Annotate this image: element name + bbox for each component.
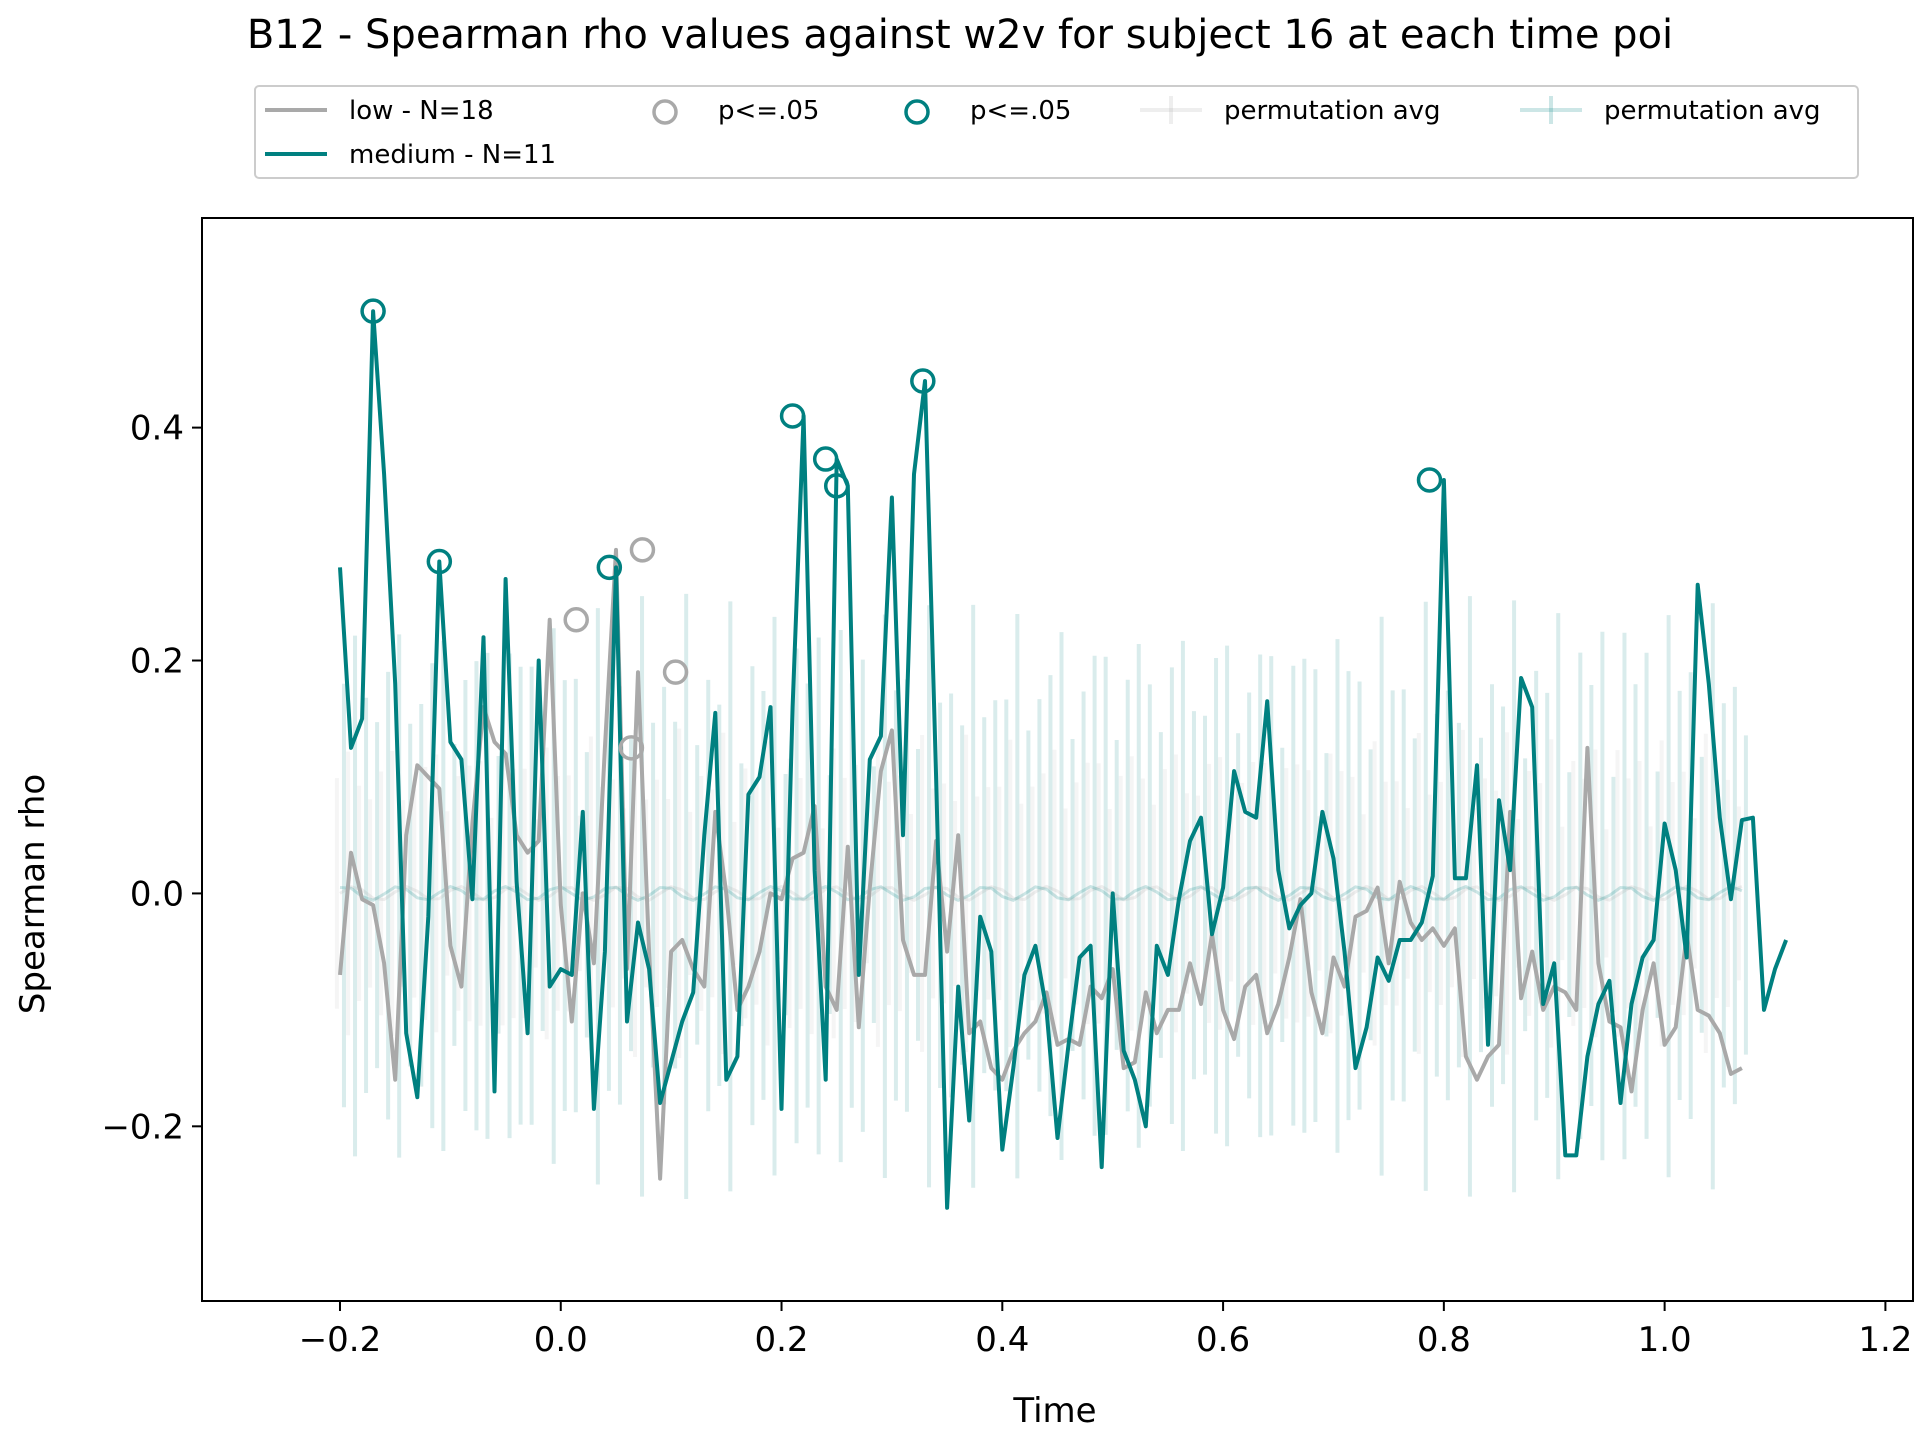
significance-markers [360,298,1443,761]
y-axis-ticks: −0.2 0.0 0.2 0.4 [101,409,202,1147]
legend: low - N=18 medium - N=11 p<=.05 p<=.05 permu… [254,85,1859,179]
significance-marker [812,446,839,472]
y-tick-label: 0.0 [130,874,184,914]
legend-marker-swatch [904,99,930,125]
legend-label: medium - N=11 [349,140,556,170]
significance-marker [662,659,689,685]
series-line-medium [338,309,1788,1210]
legend-marker-swatch [652,99,678,125]
y-tick-label: 0.4 [130,409,184,449]
permutation-avg-line-low [339,884,1743,903]
significance-marker [779,403,806,429]
y-tick-label: −0.2 [101,1107,184,1147]
significance-marker [1416,467,1443,493]
plot-area-frame [201,217,1914,1302]
legend-label: permutation avg [1224,96,1441,126]
significance-marker [426,548,453,575]
y-tick-label: 0.2 [130,642,184,682]
series-lines [338,309,1788,1210]
significance-marker [910,368,936,394]
x-tick-label: 1.2 [1858,1320,1912,1360]
x-tick-label: 0.6 [1196,1320,1250,1360]
significance-marker [563,607,589,633]
x-axis-ticks: −0.2 0.0 0.2 0.4 0.6 0.8 1.0 1.2 [299,1301,1912,1360]
x-tick-label: 0.8 [1417,1320,1471,1360]
legend-label: p<=.05 [718,96,819,126]
y-axis-label: Spearman rho [13,774,53,1014]
significance-marker [596,554,623,581]
x-tick-label: 1.0 [1638,1320,1692,1360]
legend-label: low - N=18 [349,96,494,126]
legend-label: permutation avg [1604,96,1821,126]
significance-marker [618,735,645,761]
x-tick-label: 0.0 [534,1320,588,1360]
chart-title: B12 - Spearman rho values against w2v fo… [247,12,1673,58]
legend-label: p<=.05 [970,96,1071,126]
significance-marker [629,537,656,563]
x-tick-label: 0.4 [975,1320,1029,1360]
x-axis-label: Time [1012,1391,1096,1431]
significance-marker [360,298,386,324]
x-tick-label: −0.2 [299,1320,382,1360]
x-tick-label: 0.2 [754,1320,808,1360]
significance-marker [823,473,850,499]
